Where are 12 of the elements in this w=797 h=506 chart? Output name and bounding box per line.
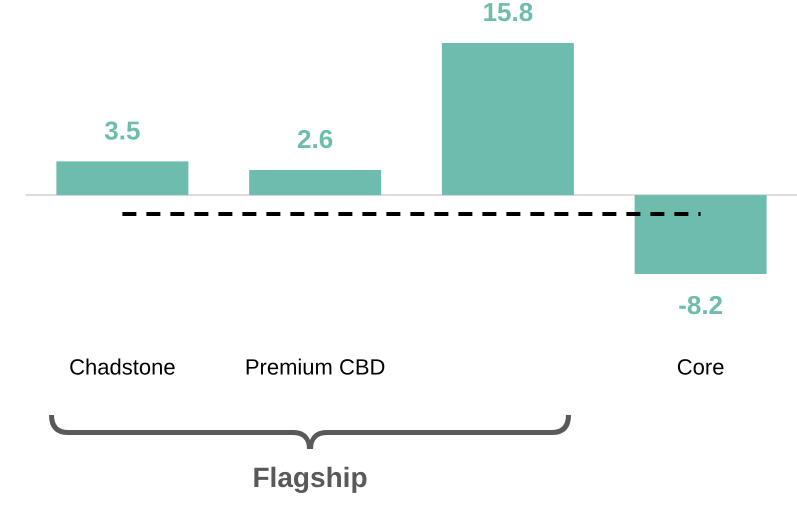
x-tick-label: Core [676, 354, 724, 380]
text: Flagship [251, 462, 369, 494]
data-label: -8.2 [678, 290, 724, 320]
bar [634, 195, 767, 274]
data-label: 2.6 [297, 124, 334, 154]
data-label: 15.8 [482, 0, 534, 27]
x-tick-label: Chadstone [69, 354, 176, 380]
data-label: 3.5 [104, 115, 140, 146]
bar [442, 43, 574, 196]
bar [249, 170, 382, 196]
x-tick-label: Premium CBD [244, 354, 386, 380]
bar [56, 161, 188, 196]
